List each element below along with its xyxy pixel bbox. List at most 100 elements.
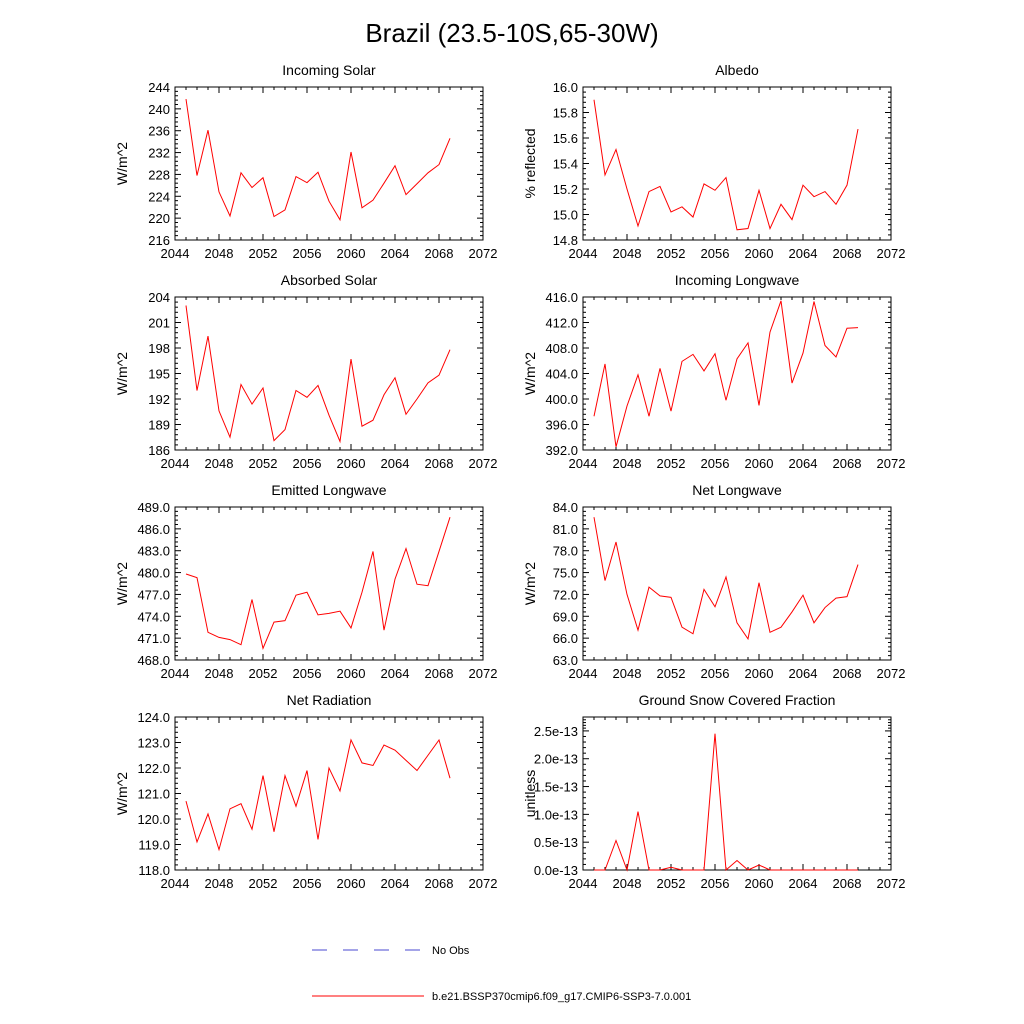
chart-net-longwave-point	[780, 627, 781, 628]
chart-emitted-longwave-point	[229, 639, 230, 640]
chart-net-radiation-xtick-label: 2060	[337, 876, 366, 891]
chart-net-longwave-point	[648, 587, 649, 588]
chart-absorbed-solar-point	[306, 397, 307, 398]
chart-incoming-longwave-point	[692, 354, 693, 355]
chart-absorbed-solar-xtick-label: 2060	[337, 456, 366, 471]
chart-emitted-longwave-point	[416, 584, 417, 585]
chart-incoming-longwave-xtick-label: 2072	[877, 456, 906, 471]
chart-emitted-longwave-point	[405, 548, 406, 549]
legend-model-label: b.e21.BSSP370cmip6.f09_g17.CMIP6-SSP3-7.…	[432, 991, 691, 1003]
chart-ground-snow-covered-fraction-point	[758, 864, 759, 865]
chart-ground-snow-covered-fraction-xtick-label: 2052	[657, 876, 686, 891]
chart-incoming-longwave-point	[714, 353, 715, 354]
chart-absorbed-solar-xtick-label: 2072	[469, 456, 498, 471]
chart-emitted-longwave-point	[273, 622, 274, 623]
chart-incoming-solar-title: Incoming Solar	[282, 62, 376, 78]
chart-net-longwave-xtick-label: 2068	[833, 666, 862, 681]
chart-net-longwave-xtick-label: 2048	[613, 666, 642, 681]
chart-emitted-longwave-point	[427, 585, 428, 586]
chart-ground-snow-covered-fraction-title: Ground Snow Covered Fraction	[639, 692, 836, 708]
chart-albedo-xtick-label: 2044	[569, 246, 598, 261]
chart-incoming-longwave-plot-frame	[582, 296, 892, 451]
chart-incoming-longwave-series-line	[593, 300, 859, 447]
chart-ground-snow-covered-fraction-point	[670, 867, 671, 868]
chart-net-radiation-xtick-label: 2052	[249, 876, 278, 891]
chart-ground-snow-covered-fraction-xtick-label: 2060	[745, 876, 774, 891]
chart-net-longwave-point	[692, 633, 693, 634]
chart-incoming-solar-point	[416, 183, 417, 184]
chart-absorbed-solar-point	[372, 420, 373, 421]
chart-ground-snow-covered-fraction-point	[769, 869, 770, 870]
chart-ground-snow-covered-fraction-point	[692, 869, 693, 870]
chart-ground-snow-covered-fraction-ytick-label: 0.0e-13	[534, 863, 578, 878]
chart-incoming-longwave-title: Incoming Longwave	[675, 272, 800, 288]
chart-ground-snow-covered-fraction-series-line	[594, 733, 858, 872]
chart-net-radiation-point	[405, 760, 406, 761]
chart-net-longwave-ytick-label: 63.0	[553, 653, 578, 668]
chart-net-radiation-point	[251, 829, 252, 830]
chart-albedo-point	[681, 206, 682, 207]
chart-incoming-solar-plot-frame	[174, 86, 484, 241]
chart-net-radiation-xtick-label: 2056	[293, 876, 322, 891]
chart-albedo-point	[637, 225, 638, 226]
chart-net-radiation-point	[438, 739, 439, 740]
chart-net-radiation-point	[196, 841, 197, 842]
chart-incoming-longwave-ytick-label: 404.0	[545, 367, 578, 382]
chart-net-longwave-point	[813, 622, 814, 623]
chart-net-longwave-ylabel: W/m^2	[522, 562, 538, 605]
chart-emitted-longwave-xtick-label: 2060	[337, 666, 366, 681]
chart-albedo-point	[758, 190, 759, 191]
chart-absorbed-solar-point	[416, 398, 417, 399]
chart-ground-snow-covered-fraction-point	[714, 733, 715, 734]
chart-ground-snow-covered-fraction-point	[681, 869, 682, 870]
chart-incoming-longwave-ylabel: W/m^2	[522, 352, 538, 395]
chart-emitted-longwave-point	[328, 613, 329, 614]
chart-ground-snow-covered-fraction-xtick-label: 2072	[877, 876, 906, 891]
chart-albedo-point	[703, 183, 704, 184]
chart-incoming-solar-ylabel: W/m^2	[114, 142, 130, 185]
chart-emitted-longwave-point	[383, 630, 384, 631]
chart-emitted-longwave-point	[438, 551, 439, 552]
chart-albedo-point	[648, 191, 649, 192]
chart-ground-snow-covered-fraction-ytick-label: 2.5e-13	[534, 724, 578, 739]
chart-net-radiation-point	[306, 770, 307, 771]
chart-net-radiation-xtick-label: 2072	[469, 876, 498, 891]
chart-net-radiation-point	[449, 778, 450, 779]
chart-albedo-point	[626, 188, 627, 189]
chart-incoming-solar-point	[438, 164, 439, 165]
chart-net-longwave-point	[615, 541, 616, 542]
chart-ground-snow-covered-fraction-point	[615, 840, 616, 841]
chart-net-longwave-point	[846, 596, 847, 597]
chart-ground-snow-covered-fraction-ylabel: unitless	[522, 770, 538, 817]
chart-net-longwave-point	[791, 611, 792, 612]
chart-albedo-xtick-label: 2072	[877, 246, 906, 261]
chart-albedo-series-line	[593, 99, 859, 231]
chart-net-radiation-point	[284, 775, 285, 776]
chart-emitted-longwave-xtick-label: 2048	[205, 666, 234, 681]
chart-net-longwave-point	[637, 630, 638, 631]
chart-incoming-solar-point	[350, 151, 351, 152]
chart-albedo-point	[835, 204, 836, 205]
chart-net-longwave-xtick-label: 2044	[569, 666, 598, 681]
chart-emitted-longwave-point	[449, 517, 450, 518]
chart-emitted-longwave-point	[262, 648, 263, 649]
chart-ground-snow-covered-fraction-point	[659, 869, 660, 870]
chart-albedo-ytick-label: 15.8	[553, 106, 578, 121]
chart-albedo-ytick-label: 16.0	[553, 80, 578, 95]
chart-ground-snow-covered-fraction-xtick-label: 2068	[833, 876, 862, 891]
chart-ground-snow-covered-fraction: Ground Snow Covered Fraction unitless 2044…	[522, 692, 905, 891]
chart-net-longwave-point	[604, 580, 605, 581]
chart-albedo-ylabel: % reflected	[522, 128, 538, 198]
chart-incoming-solar-point	[317, 172, 318, 173]
chart-ground-snow-covered-fraction-xtick-label: 2044	[569, 876, 598, 891]
chart-net-longwave-point	[736, 622, 737, 623]
chart-albedo-point	[714, 190, 715, 191]
chart-albedo-ytick-label: 15.4	[553, 157, 578, 172]
legend: No Obs b.e21.BSSP370cmip6.f09_g17.CMIP6-…	[312, 945, 691, 1003]
chart-albedo-ytick-label: 15.6	[553, 131, 578, 146]
chart-incoming-longwave-point	[780, 300, 781, 301]
chart-ground-snow-covered-fraction-point	[802, 869, 803, 870]
chart-incoming-solar: Incoming Solar W/m^2 2044 2048 2052 2056 2060 2…	[114, 62, 497, 261]
chart-absorbed-solar-point	[251, 404, 252, 405]
chart-absorbed-solar-ytick-label: 189	[148, 418, 170, 433]
